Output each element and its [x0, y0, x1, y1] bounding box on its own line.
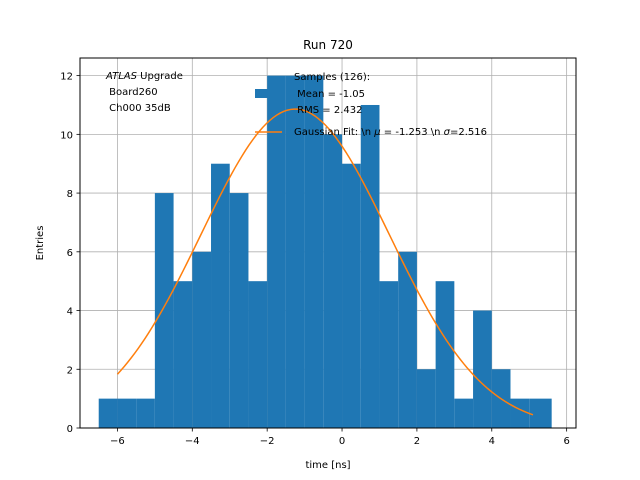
legend-fit-prefix: Gaussian Fit: \n [294, 127, 374, 138]
annotation-line-3: Ch000 35dB [106, 103, 171, 114]
annotation-atlas: ATLAS [105, 71, 138, 82]
legend-fit-mu-symbol: μ [373, 127, 380, 138]
x-tick-label: 4 [489, 436, 495, 447]
y-tick-label: 4 [67, 307, 73, 318]
histogram-bar [192, 251, 212, 428]
legend: Samples (126): Mean = -1.05 RMS = 2.432 … [255, 72, 487, 138]
x-tick-label: −2 [260, 436, 275, 447]
histogram-bar [211, 163, 230, 428]
chart-title: Run 720 [303, 38, 353, 52]
fit-layer [116, 108, 534, 416]
axes-frame [79, 57, 577, 429]
histogram-bar [267, 75, 286, 428]
histogram-bar [229, 193, 249, 428]
y-tick-label: 2 [67, 365, 73, 376]
x-axis-label: time [ns] [305, 460, 350, 471]
legend-fit-label: Gaussian Fit: \n μ = -1.253 \n σ=2.516 [294, 127, 487, 138]
legend-hist-line-2: Mean = -1.05 [294, 89, 365, 100]
annotation-line-2: Board260 [106, 87, 158, 98]
y-tick-label: 6 [67, 248, 73, 259]
legend-fit-sigma-value: =2.516 [450, 127, 487, 138]
x-tick-label: 0 [339, 436, 345, 447]
histogram-bar [435, 281, 455, 428]
histogram-bar [379, 281, 399, 428]
histogram-bar [510, 398, 530, 428]
annotation-line-1: ATLAS Upgrade [105, 71, 183, 82]
legend-hist-swatch [255, 89, 282, 98]
histogram-bar [342, 163, 361, 428]
ticks-layer: −6 −4 −2 0 2 4 6 0 2 4 6 8 10 12 [60, 72, 570, 447]
histogram-bar [360, 104, 380, 428]
histogram-bar [529, 398, 552, 428]
histogram-bar [304, 75, 324, 428]
x-tick-label: 2 [414, 436, 420, 447]
gaussian-fit-curve [116, 108, 534, 416]
y-tick-label: 8 [67, 189, 73, 200]
histogram-bar [323, 134, 343, 428]
histogram-bar [117, 398, 137, 428]
y-tick-label: 0 [67, 424, 73, 435]
x-tick-label: −4 [185, 436, 200, 447]
histogram-bar [398, 251, 417, 428]
histogram-bar [98, 398, 118, 428]
histogram-bar [154, 193, 174, 428]
histogram-bar [173, 281, 193, 428]
y-tick-label: 12 [60, 72, 73, 83]
y-tick-label: 10 [60, 130, 73, 141]
histogram-bar [454, 398, 474, 428]
annotation-upgrade: Upgrade [137, 71, 183, 82]
atlas-annotation: ATLAS Upgrade Board260 Ch000 35dB [105, 71, 183, 114]
histogram-bar [416, 369, 436, 428]
histogram-bar [285, 75, 305, 428]
legend-hist-line-1: Samples (126): [294, 72, 370, 83]
x-tick-label: −6 [110, 436, 125, 447]
histogram-bar [248, 281, 268, 428]
histogram-bar [136, 398, 155, 428]
histogram-bar [473, 310, 492, 428]
legend-fit-sigma-symbol: σ [444, 127, 451, 138]
legend-fit-mu-value: = -1.253 \n [381, 127, 444, 138]
x-tick-label: 6 [563, 436, 569, 447]
legend-hist-line-3: RMS = 2.432 [294, 105, 362, 116]
y-axis-label: Entries [35, 226, 46, 261]
